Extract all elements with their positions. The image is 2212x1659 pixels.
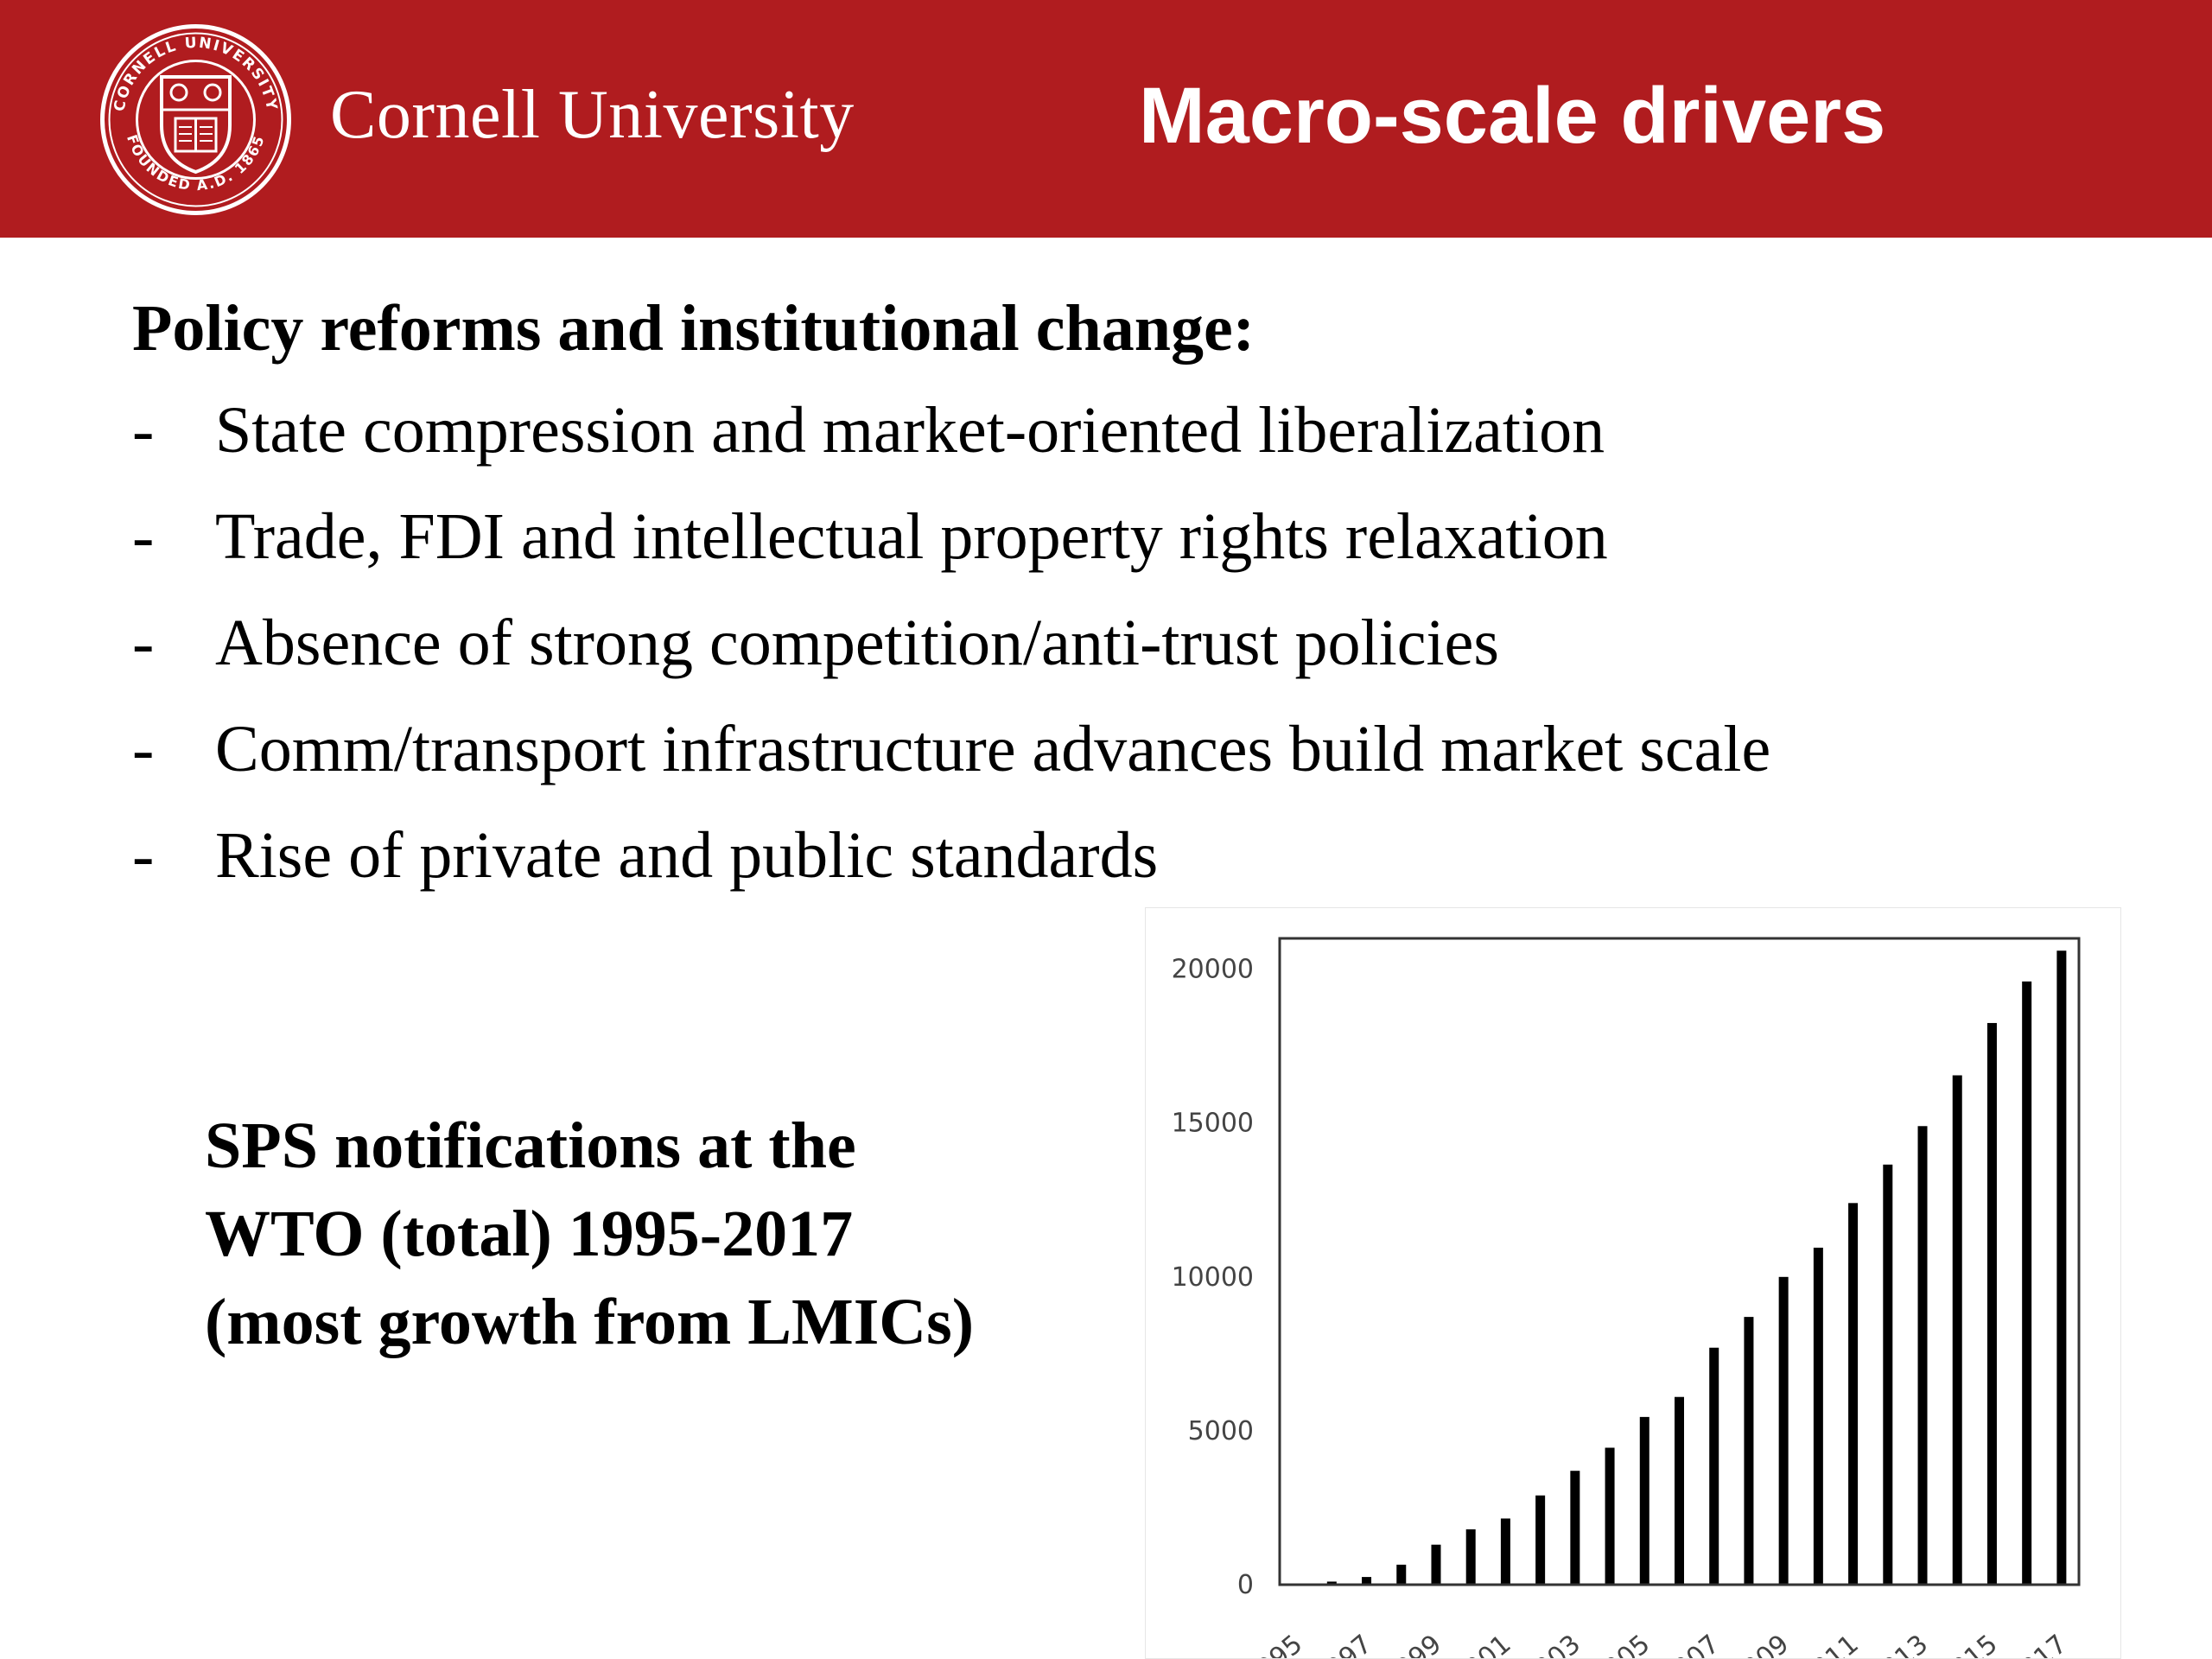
x-tick-label: 1995: [1238, 1629, 1308, 1658]
bar-2002: [1535, 1495, 1546, 1585]
bar-2010: [1813, 1247, 1823, 1585]
bar-2007: [1709, 1347, 1719, 1585]
bar-2015: [1986, 1022, 1997, 1585]
bar-1997: [1362, 1577, 1372, 1585]
x-tick-label: 2011: [1795, 1629, 1865, 1658]
bar-2008: [1744, 1317, 1754, 1585]
y-tick-label: 10000: [1172, 1262, 1254, 1293]
bar-1999: [1431, 1544, 1441, 1585]
bullet-dash: -: [132, 819, 155, 892]
bar-2000: [1465, 1529, 1476, 1585]
caption-line: (most growth from LMICs): [205, 1286, 975, 1358]
y-tick-label: 15000: [1172, 1109, 1254, 1139]
bar-2013: [1917, 1126, 1928, 1585]
x-tick-label: 2001: [1447, 1629, 1517, 1658]
y-tick-label: 0: [1237, 1570, 1254, 1600]
bar-series: [1326, 950, 2067, 1585]
bar-2006: [1675, 1396, 1684, 1585]
bar-2016: [2022, 981, 2032, 1585]
y-tick-label: 5000: [1188, 1416, 1254, 1446]
chart-caption: SPS notifications at the WTO (total) 199…: [205, 1102, 1129, 1366]
x-tick-label: 2005: [1586, 1629, 1656, 1658]
x-axis: 1995199719992001200320052007200920112013…: [1238, 1629, 2073, 1658]
bullet-dash: -: [132, 394, 155, 467]
x-tick-label: 2017: [2003, 1629, 2073, 1658]
x-tick-label: 1999: [1377, 1629, 1447, 1658]
x-tick-label: 2003: [1516, 1629, 1586, 1658]
section-heading: Policy reforms and institutional change:: [132, 292, 1255, 365]
bar-2017: [2056, 950, 2067, 1585]
bullet-text: State compression and market-oriented li…: [215, 394, 1605, 467]
header-bar: CORNELL UNIVERSITY FOUNDED A.D. 1865 Cor…: [0, 0, 2212, 238]
bar-2014: [1952, 1075, 1962, 1585]
x-tick-label: 2015: [1934, 1629, 2004, 1658]
bar-1998: [1396, 1564, 1407, 1585]
cornell-seal-logo: CORNELL UNIVERSITY FOUNDED A.D. 1865: [99, 23, 292, 216]
bar-2001: [1500, 1518, 1510, 1585]
bar-2012: [1883, 1164, 1893, 1585]
plot-frame: [1278, 937, 2081, 1586]
caption-line: WTO (total) 1995-2017: [205, 1198, 854, 1270]
bar-2003: [1570, 1471, 1580, 1585]
bar-2004: [1605, 1447, 1615, 1585]
x-tick-label: 2007: [1656, 1629, 1726, 1658]
bullet-text: Absence of strong competition/anti-trust…: [215, 607, 1499, 679]
caption-line: SPS notifications at the: [205, 1109, 856, 1182]
bullet-text: Comm/transport infrastructure advances b…: [215, 713, 1771, 785]
bar-2011: [1848, 1203, 1859, 1585]
bullet-text: Trade, FDI and intellectual property rig…: [215, 500, 1608, 573]
bullet-dash: -: [132, 607, 155, 679]
slide-title: Macro-scale drivers: [1139, 72, 1886, 160]
x-tick-label: 2013: [1864, 1629, 1934, 1658]
university-wordmark: Cornell University: [330, 77, 855, 153]
bar-2005: [1639, 1416, 1649, 1585]
bar-1996: [1326, 1581, 1337, 1585]
bullet-text: Rise of private and public standards: [215, 819, 1159, 892]
x-tick-label: 1997: [1308, 1629, 1378, 1658]
bullet-dash: -: [132, 500, 155, 573]
bar-2009: [1778, 1276, 1789, 1585]
y-axis: 0 5000 10000 15000 20000: [1172, 955, 1254, 1600]
bullet-dash: -: [132, 713, 155, 785]
x-tick-label: 2009: [1725, 1629, 1795, 1658]
y-tick-label: 20000: [1172, 955, 1254, 985]
